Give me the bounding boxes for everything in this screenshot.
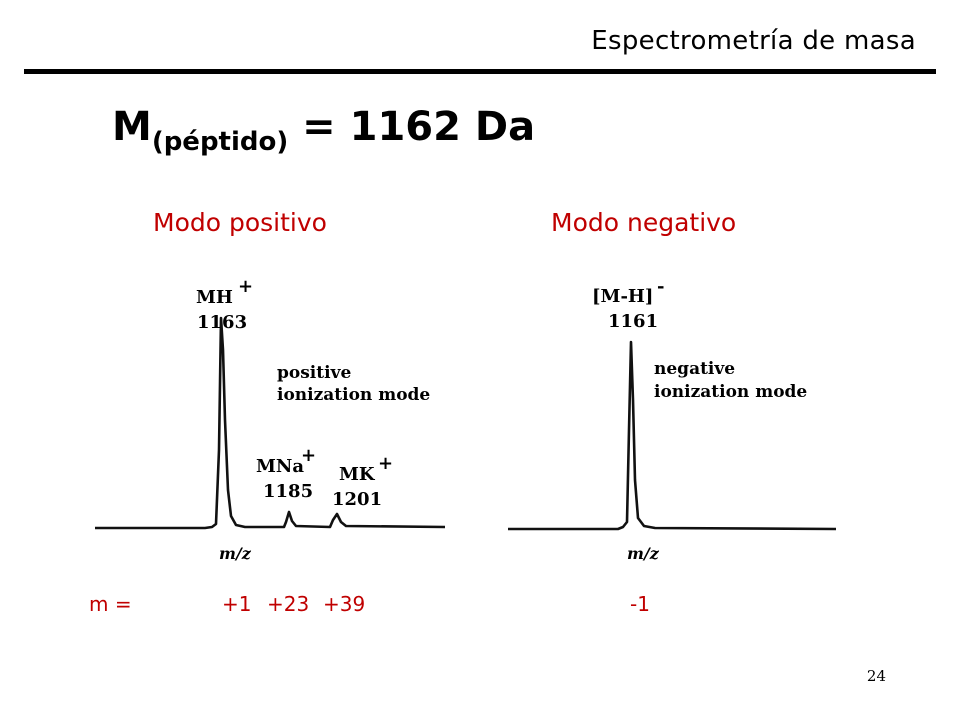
- peak-mz-1161: 1161: [608, 311, 658, 332]
- slide-title: Espectrometría de masa: [591, 26, 916, 56]
- negative-mode-label: Modo negativo: [551, 208, 737, 237]
- negative-mode-text-line1: negative: [654, 359, 735, 379]
- peak-mz-1201: 1201: [332, 489, 382, 510]
- formula-symbol: M: [112, 104, 152, 150]
- mass-shift-m-minus-h: -1: [630, 592, 650, 616]
- formula-value: = 1162 Da: [288, 104, 536, 150]
- peak-charge-mk: +: [378, 453, 393, 474]
- peak-label-mna: MNa: [256, 456, 304, 477]
- peak-charge-mna: +: [301, 445, 316, 466]
- header-divider: [24, 69, 936, 74]
- page-number: 24: [866, 667, 886, 685]
- positive-mode-text-line1: positive: [277, 363, 351, 383]
- positive-mode-label: Modo positivo: [153, 208, 327, 237]
- peak-charge-mh: +: [238, 276, 253, 297]
- formula-subscript: (péptido): [151, 127, 289, 157]
- negative-mode-text-line2: ionization mode: [654, 382, 807, 402]
- positive-spectrum-trace: [95, 316, 446, 530]
- mass-shift-mna: +23: [267, 592, 310, 616]
- peak-label-m-minus-h: [M-H]: [592, 286, 653, 307]
- mass-shift-mh: +1: [222, 592, 252, 616]
- positive-mode-text-line2: ionization mode: [277, 385, 430, 405]
- peak-label-mh: MH: [196, 287, 233, 308]
- mass-shift-label: m =: [89, 592, 132, 616]
- mass-shift-mk: +39: [323, 592, 366, 616]
- negative-spectrum-trace: [508, 340, 837, 531]
- positive-axis-label: m/z: [219, 544, 252, 563]
- negative-axis-label: m/z: [627, 544, 660, 563]
- peptide-mass-formula: M(péptido) = 1162 Da: [112, 104, 535, 157]
- peak-label-mk: MK: [339, 464, 376, 485]
- peak-charge-m-minus-h: -: [657, 276, 664, 297]
- peak-mz-1163: 1163: [197, 312, 247, 333]
- peak-mz-1185: 1185: [263, 481, 313, 502]
